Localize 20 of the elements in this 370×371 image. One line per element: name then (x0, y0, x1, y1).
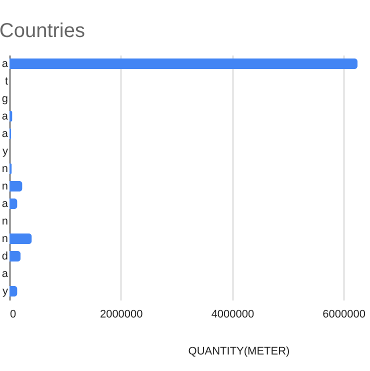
chart-title: Countries (0, 20, 85, 42)
y-tick-label: a (2, 110, 9, 122)
y-tick-label: a (2, 268, 9, 280)
y-tick-label: g (2, 92, 8, 105)
x-tick-label: 4000000 (211, 308, 254, 320)
y-tick-label: a (2, 58, 9, 70)
y-tick-label: t (4, 75, 8, 88)
y-tick-label: y (2, 145, 8, 158)
y-tick-label: n (2, 215, 8, 228)
y-tick-label: a (2, 128, 9, 140)
y-tick-label: y (2, 285, 8, 298)
x-tick-label: 2000000 (100, 308, 143, 320)
y-tick-label: n (2, 162, 8, 175)
y-tick-label: a (2, 198, 9, 210)
x-tick-label: 6000000 (322, 308, 366, 320)
x-tick-label: 0 (10, 308, 16, 320)
y-tick-label: n (2, 180, 8, 192)
y-tick-label: d (2, 250, 8, 262)
x-axis-title: QUANTITY(METER) (188, 346, 290, 358)
y-tick-label: n (2, 232, 8, 245)
